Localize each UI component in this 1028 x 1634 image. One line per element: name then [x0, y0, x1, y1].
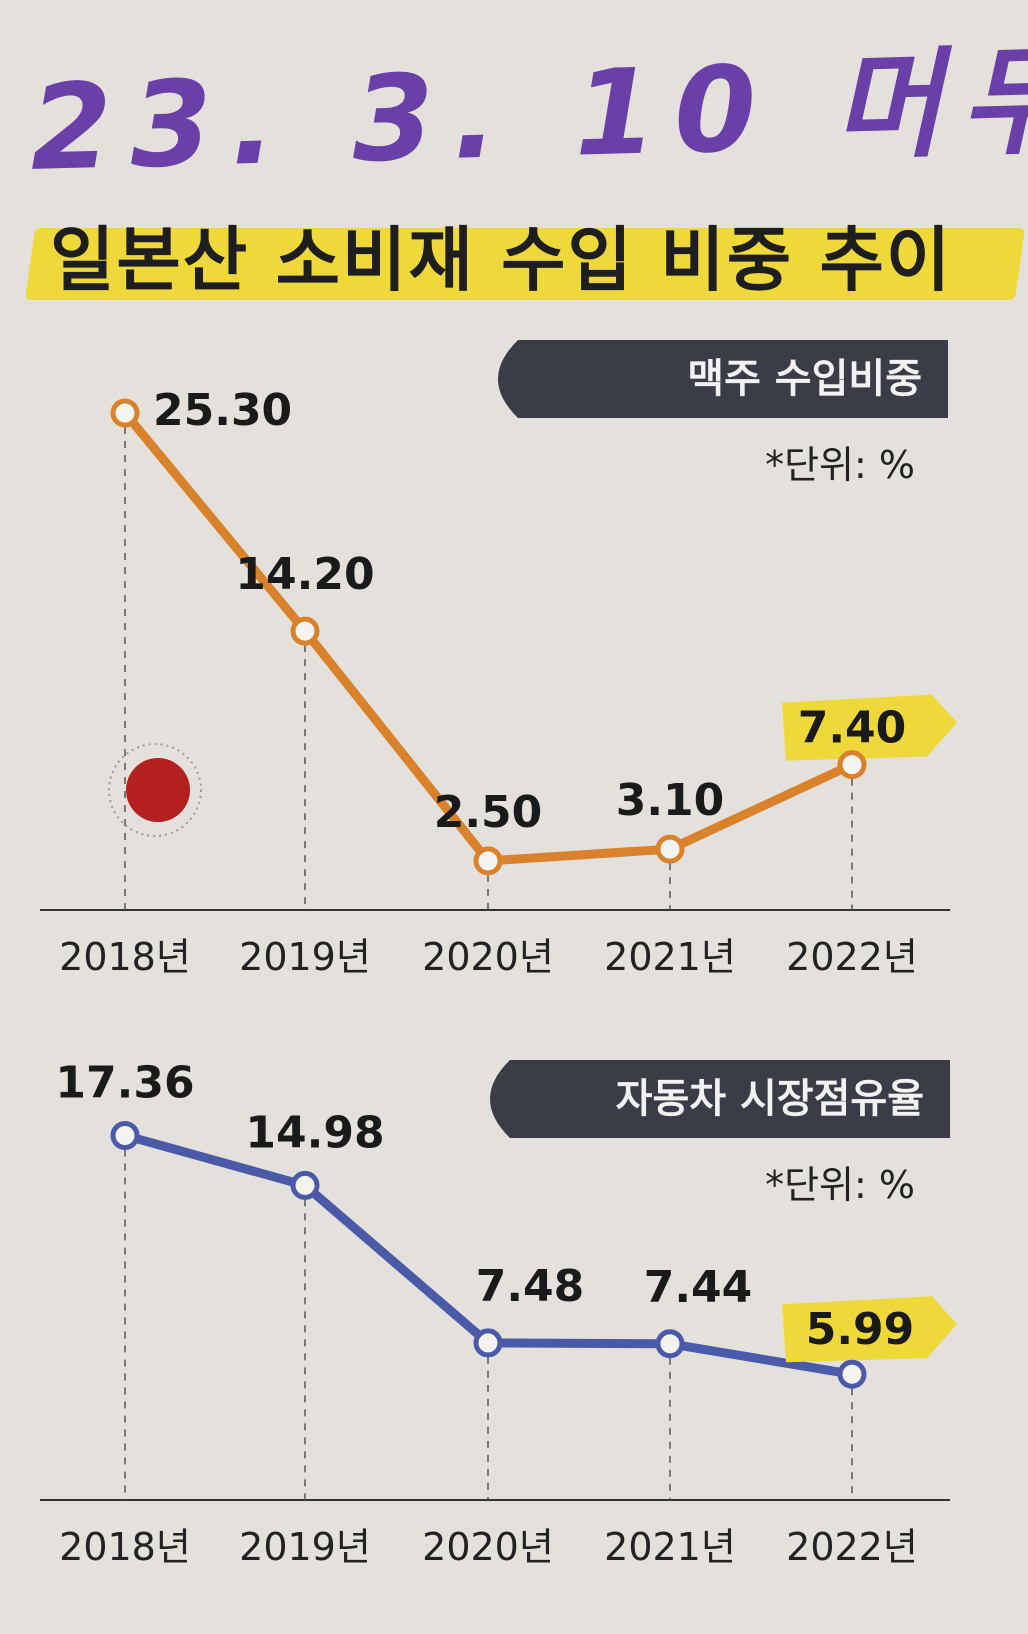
- car-market-share-chart: 자동차 시장점유율 *단위: % 17.36 14.98 7.48 7.44 5.99 201…: [40, 1057, 957, 1569]
- data-point: [837, 750, 867, 780]
- x-tick-label: 2021년: [604, 935, 736, 979]
- title-banner: 일본산 소비재 수입 비중 추이: [24, 210, 1026, 310]
- series-title: 맥주 수입비중: [687, 356, 922, 402]
- data-point: [110, 1120, 140, 1150]
- x-tick-label: 2020년: [422, 935, 554, 979]
- x-tick-label: 2022년: [786, 1525, 918, 1569]
- data-label: 2.50: [434, 787, 543, 838]
- data-label: 25.30: [153, 385, 292, 436]
- data-point: [290, 616, 320, 646]
- data-point: [655, 1329, 685, 1359]
- data-point: [290, 1170, 320, 1200]
- data-point: [837, 1359, 867, 1389]
- data-label: 14.98: [245, 1107, 384, 1158]
- unit-label: *단위: %: [765, 1163, 915, 1207]
- data-point: [110, 398, 140, 428]
- series-title-badge: [498, 340, 948, 418]
- chart-title: 일본산 소비재 수입 비중 추이: [50, 219, 953, 301]
- flag-halo: [108, 743, 202, 837]
- series-title: 자동차 시장점유율: [616, 1076, 924, 1122]
- data-label: 7.48: [476, 1261, 585, 1312]
- highlight-marker: [782, 694, 957, 761]
- x-tick-label: 2019년: [239, 935, 371, 979]
- beer-import-chart: 맥주 수입비중 *단위: % 25.30 14.20 2.50 3.10 7.40 2018년…: [40, 340, 957, 979]
- data-point: [655, 834, 685, 864]
- x-tick-label: 2022년: [786, 935, 918, 979]
- x-tick-label: 2018년: [59, 1525, 191, 1569]
- data-label: 17.36: [55, 1057, 194, 1108]
- japan-flag-dot: [108, 743, 202, 837]
- data-point: [473, 1328, 503, 1358]
- data-point: [473, 846, 503, 876]
- highlight-marker: [782, 1296, 957, 1363]
- flag-circle: [126, 758, 190, 822]
- data-label: 7.40: [798, 703, 907, 754]
- data-label: 7.44: [644, 1262, 753, 1313]
- x-tick-label: 2020년: [422, 1525, 554, 1569]
- data-label: 5.99: [806, 1304, 915, 1355]
- data-label: 14.20: [235, 549, 374, 600]
- x-tick-label: 2021년: [604, 1525, 736, 1569]
- data-label: 3.10: [616, 775, 725, 826]
- x-tick-label: 2019년: [239, 1525, 371, 1569]
- series-title-badge: [490, 1060, 950, 1138]
- x-tick-label: 2018년: [59, 935, 191, 979]
- unit-label: *단위: %: [765, 443, 915, 487]
- handwritten-date-note: 23. 3. 10 머무: [28, 31, 1028, 197]
